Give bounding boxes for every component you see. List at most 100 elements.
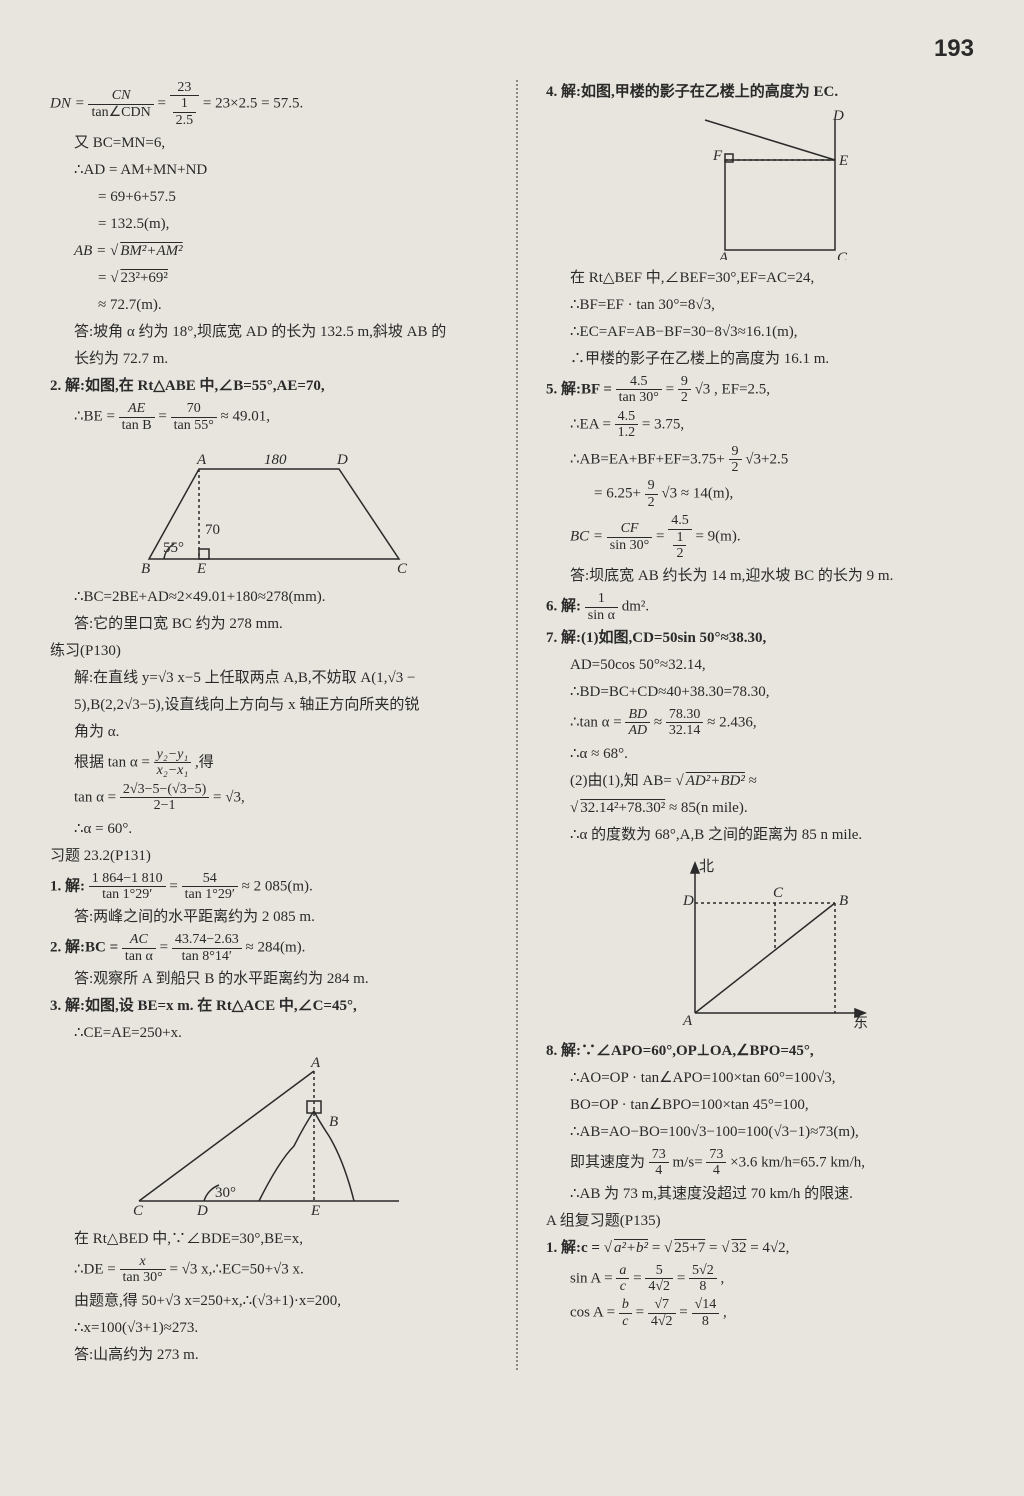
text-line: ∴EC=AF=AB−BF=30−8√3≈16.1(m),: [546, 320, 984, 344]
text-line: 1. 解: 1 864−1 810tan 1°29′ = 54tan 1°29′…: [50, 871, 488, 903]
problem-head: 4. 解:如图,甲楼的影子在乙楼上的高度为 EC.: [546, 80, 984, 104]
text-line: = 69+6+57.5: [50, 185, 488, 209]
text-line: ∴CE=AE=250+x.: [50, 1021, 488, 1045]
expr: DN =: [50, 96, 85, 112]
text-line: 5),B(2,2√3−5),设直线向上方向与 x 轴正方向所夹的锐: [50, 693, 488, 717]
text-line: ≈ 72.7(m).: [50, 293, 488, 317]
text-line: ∴AB=EA+BF+EF=3.75+ 92 √3+2.5: [546, 444, 984, 476]
text-line: = 132.5(m),: [50, 212, 488, 236]
text-line: ∴甲楼的影子在乙楼上的高度为 16.1 m.: [546, 347, 984, 371]
text-line: DN = CNtan∠CDN = 2312.5 = 23×2.5 = 57.5.: [50, 80, 488, 128]
text-line: 1. 解:c = √a²+b² = √25+7 = √32 = 4√2,: [546, 1236, 984, 1260]
svg-text:D: D: [832, 110, 844, 124]
problem-head: 7. 解:(1)如图,CD=50sin 50°≈38.30,: [546, 626, 984, 650]
text-line: 答:坝底宽 AB 约长为 14 m,迎水坡 BC 的长为 9 m.: [546, 564, 984, 588]
problem-head: 6. 解: 1sin α dm².: [546, 591, 984, 623]
text-line: 解:在直线 y=√3 x−5 上任取两点 A,B,不妨取 A(1,√3 −: [50, 666, 488, 690]
text-line: ∴x=100(√3+1)≈273.: [50, 1316, 488, 1340]
text-line: ∴BF=EF · tan 30°=8√3,: [546, 293, 984, 317]
figure-trapezoid: A 180 D B E C 55° 70: [119, 439, 419, 579]
text-line: ∴BE = AEtan B = 70tan 55° ≈ 49.01,: [50, 401, 488, 433]
svg-text:D: D: [682, 893, 694, 909]
text-line: ∴AB 为 73 m,其速度没超过 70 km/h 的限速.: [546, 1182, 984, 1206]
text-line: tan α = 2√3−5−(√3−5)2−1 = √3,: [50, 782, 488, 814]
svg-text:E: E: [310, 1203, 320, 1219]
text-line: AB = √BM²+AM²: [50, 239, 488, 263]
svg-text:E: E: [196, 561, 206, 577]
text-line: 角为 α.: [50, 720, 488, 744]
text-line: √32.14²+78.30² ≈ 85(n mile).: [546, 796, 984, 820]
text-line: sin A = ac = 54√2 = 5√28 ,: [546, 1263, 984, 1295]
svg-text:C: C: [837, 250, 848, 260]
text-line: 长约为 72.7 m.: [50, 347, 488, 371]
text-line: AD=50cos 50°≈32.14,: [546, 653, 984, 677]
two-column-layout: DN = CNtan∠CDN = 2312.5 = 23×2.5 = 57.5.…: [50, 80, 984, 1370]
figure-buildings: D E F A C: [675, 110, 855, 260]
svg-text:C: C: [773, 885, 784, 901]
svg-text:B: B: [141, 561, 150, 577]
text-line: ∴DE = xtan 30° = √3 x,∴EC=50+√3 x.: [50, 1254, 488, 1286]
section-head: 习题 23.2(P131): [50, 844, 488, 868]
section-head: 练习(P130): [50, 639, 488, 663]
text-line: 答:观察所 A 到船只 B 的水平距离约为 284 m.: [50, 967, 488, 991]
svg-text:东: 东: [853, 1014, 868, 1031]
text-line: (2)由(1),知 AB= √AD²+BD² ≈: [546, 769, 984, 793]
svg-text:70: 70: [205, 522, 220, 538]
fraction: CNtan∠CDN: [88, 88, 153, 120]
text-line: ∴BD=BC+CD≈40+38.30=78.30,: [546, 680, 984, 704]
svg-text:F: F: [712, 148, 723, 164]
figure-mountain: A B C D E 30°: [119, 1051, 419, 1221]
text-line: 答:坡角 α 约为 18°,坝底宽 AD 的长为 132.5 m,斜坡 AB 的: [50, 320, 488, 344]
text-line: 2. 解:BC = ACtan α = 43.74−2.63tan 8°14′ …: [50, 932, 488, 964]
expr: = 23×2.5 = 57.5.: [203, 96, 303, 112]
text-line: ∴α ≈ 68°.: [546, 742, 984, 766]
svg-text:E: E: [838, 153, 848, 169]
svg-text:D: D: [336, 452, 348, 468]
svg-text:A: A: [718, 250, 729, 260]
svg-text:B: B: [329, 1114, 338, 1130]
text-line: = √23²+69²: [50, 266, 488, 290]
left-column: DN = CNtan∠CDN = 2312.5 = 23×2.5 = 57.5.…: [50, 80, 488, 1370]
text-line: ∴BC=2BE+AD≈2×49.01+180≈278(mm).: [50, 585, 488, 609]
right-column: 4. 解:如图,甲楼的影子在乙楼上的高度为 EC. D E F A C 在 Rt…: [546, 80, 984, 1370]
eq: =: [157, 96, 165, 112]
text-line: 答:它的里口宽 BC 约为 278 mm.: [50, 612, 488, 636]
text-line: 根据 tan α = y₂−y₁x₂−x₁ ,得: [50, 747, 488, 779]
text-line: BO=OP · tan∠BPO=100×tan 45°=100,: [546, 1093, 984, 1117]
svg-text:180: 180: [264, 452, 287, 468]
svg-text:A: A: [196, 452, 207, 468]
svg-text:30°: 30°: [215, 1185, 236, 1201]
problem-head: 8. 解:∵∠APO=60°,OP⊥OA,∠BPO=45°,: [546, 1039, 984, 1063]
text-line: 在 Rt△BEF 中,∠BEF=30°,EF=AC=24,: [546, 266, 984, 290]
column-divider: [516, 80, 518, 1370]
svg-text:A: A: [682, 1013, 693, 1029]
text-line: ∴AD = AM+MN+ND: [50, 158, 488, 182]
text-line: 3. 解:如图,设 BE=x m. 在 Rt△ACE 中,∠C=45°,: [50, 994, 488, 1018]
svg-text:C: C: [133, 1203, 144, 1219]
text-line: 又 BC=MN=6,: [50, 131, 488, 155]
text-line: 在 Rt△BED 中,∵∠BDE=30°,BE=x,: [50, 1227, 488, 1251]
problem-head: 2. 解:如图,在 Rt△ABE 中,∠B=55°,AE=70,: [50, 374, 488, 398]
text-line: 答:山高约为 273 m.: [50, 1343, 488, 1367]
text-line: ∴α 的度数为 68°,A,B 之间的距离为 85 n mile.: [546, 823, 984, 847]
fraction: 2312.5: [170, 80, 200, 128]
text-line: BC = CFsin 30° = 4.512 = 9(m).: [546, 513, 984, 561]
text-line: 由题意,得 50+√3 x=250+x,∴(√3+1)·x=200,: [50, 1289, 488, 1313]
svg-text:55°: 55°: [163, 540, 184, 556]
section-head: A 组复习题(P135): [546, 1209, 984, 1233]
text-line: cos A = bc = √74√2 = √148 ,: [546, 1297, 984, 1329]
figure-compass: 北 东 A B C D: [655, 853, 875, 1033]
svg-text:北: 北: [699, 858, 714, 875]
text-line: 答:两峰之间的水平距离约为 2 085 m.: [50, 905, 488, 929]
svg-text:C: C: [397, 561, 408, 577]
text-line: 即其速度为 734 m/s= 734 ×3.6 km/h=65.7 km/h,: [546, 1147, 984, 1179]
text-line: ∴AO=OP · tan∠APO=100×tan 60°=100√3,: [546, 1066, 984, 1090]
svg-text:B: B: [839, 893, 848, 909]
text-line: = 6.25+ 92 √3 ≈ 14(m),: [546, 478, 984, 510]
problem-head: 5. 解:BF = 4.5tan 30° = 92 √3 , EF=2.5,: [546, 374, 984, 406]
page-number: 193: [934, 30, 974, 68]
text-line: ∴AB=AO−BO=100√3−100=100(√3−1)≈73(m),: [546, 1120, 984, 1144]
text-line: ∴tan α = BDAD ≈ 78.3032.14 ≈ 2.436,: [546, 707, 984, 739]
text-line: ∴α = 60°.: [50, 817, 488, 841]
svg-text:A: A: [310, 1055, 321, 1071]
